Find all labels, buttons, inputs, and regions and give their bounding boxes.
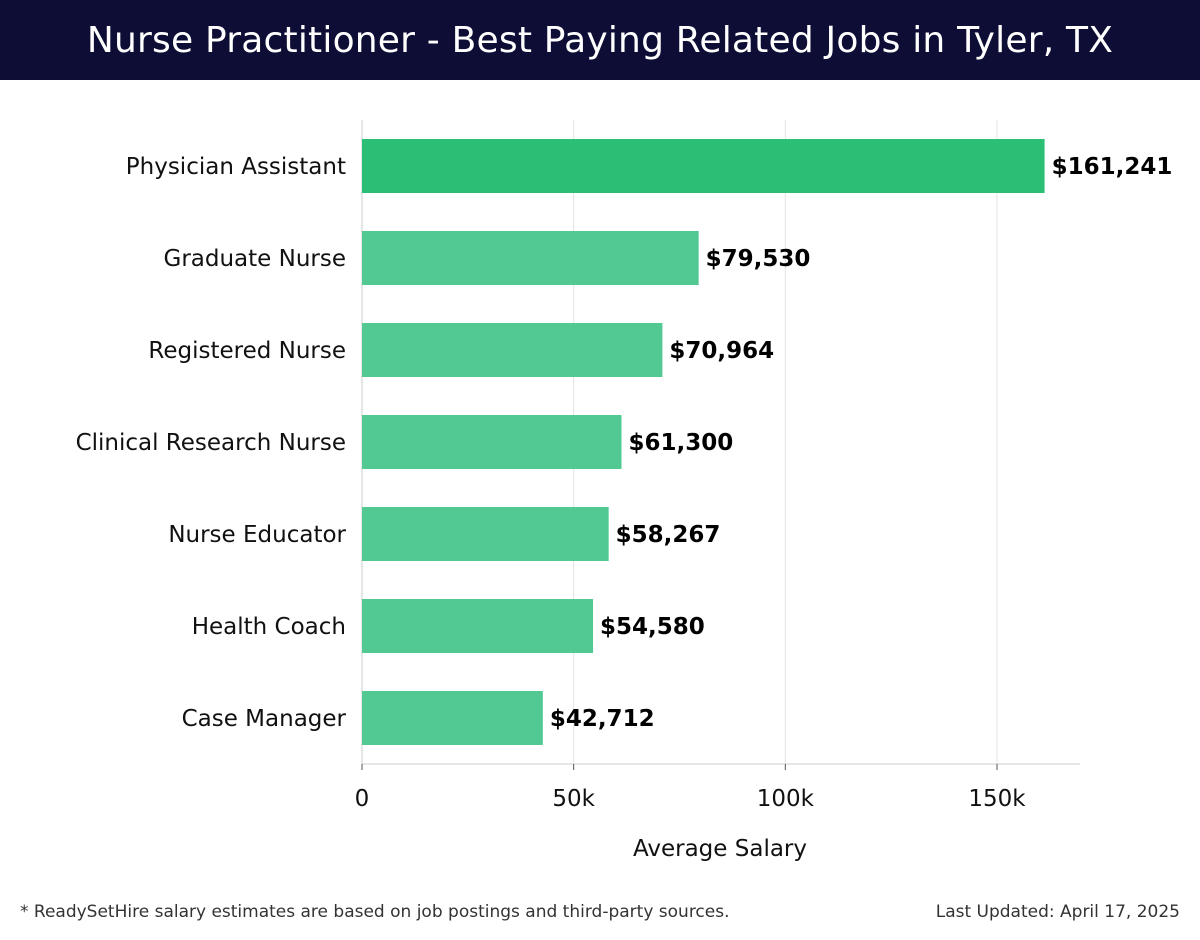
data-label: $42,712 bbox=[550, 706, 655, 732]
x-tick-label: 0 bbox=[355, 786, 370, 812]
category-label: Clinical Research Nurse bbox=[76, 430, 346, 456]
x-tick-label: 100k bbox=[757, 786, 815, 812]
x-tick-label: 150k bbox=[968, 786, 1026, 812]
data-label: $58,267 bbox=[616, 522, 721, 548]
chart-title: Nurse Practitioner - Best Paying Related… bbox=[0, 0, 1200, 80]
bar bbox=[362, 231, 699, 285]
bar bbox=[362, 139, 1045, 193]
data-label: $61,300 bbox=[629, 430, 734, 456]
category-label: Registered Nurse bbox=[148, 338, 346, 364]
x-tick-label: 50k bbox=[552, 786, 595, 812]
data-label: $161,241 bbox=[1052, 154, 1173, 180]
last-updated: Last Updated: April 17, 2025 bbox=[935, 902, 1180, 922]
data-label: $79,530 bbox=[706, 246, 811, 272]
category-label: Health Coach bbox=[192, 614, 346, 640]
data-label: $70,964 bbox=[669, 338, 774, 364]
x-axis-label: Average Salary bbox=[633, 836, 807, 862]
footer-note: * ReadySetHire salary estimates are base… bbox=[20, 902, 730, 922]
bar bbox=[362, 507, 609, 561]
category-label: Nurse Educator bbox=[168, 522, 346, 548]
bar bbox=[362, 415, 622, 469]
category-label: Graduate Nurse bbox=[164, 246, 347, 272]
bar bbox=[362, 323, 663, 377]
bar bbox=[362, 691, 543, 745]
data-label: $54,580 bbox=[600, 614, 705, 640]
bar bbox=[362, 599, 594, 653]
bar-chart: 0 50k 100k 150k Average Salary Physician Assi… bbox=[76, 120, 1173, 862]
category-label: Physician Assistant bbox=[126, 154, 346, 180]
category-label: Case Manager bbox=[182, 706, 347, 732]
